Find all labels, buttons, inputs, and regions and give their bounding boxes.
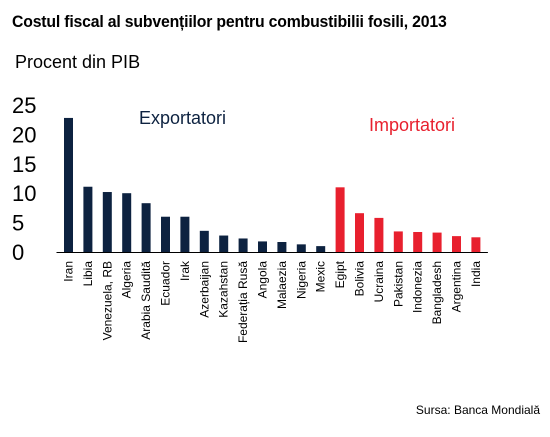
x-tick-label: Mexic xyxy=(314,261,328,292)
bar xyxy=(335,187,345,252)
bar xyxy=(316,246,326,252)
bars xyxy=(64,117,481,252)
x-tick-label: Kazahstan xyxy=(217,261,231,318)
bar xyxy=(141,203,151,252)
source-note: Sursa: Banca Mondială xyxy=(415,403,540,417)
y-tick-label: 5 xyxy=(12,211,24,236)
x-tick-label: Angola xyxy=(256,261,270,299)
x-tick-label: Venezuela, RB xyxy=(100,261,114,340)
x-tick-label: Egipt xyxy=(333,260,347,288)
chart-title: Costul fiscal al subvențiilor pentru com… xyxy=(12,12,447,31)
bar xyxy=(452,236,461,252)
x-tick-label: Malaezia xyxy=(275,261,289,309)
bar xyxy=(180,216,190,252)
x-tick-label: Nigeria xyxy=(294,261,308,299)
y-axis-label: Procent din PIB xyxy=(15,52,141,72)
bar xyxy=(355,213,364,252)
bar xyxy=(393,231,403,252)
x-tick-label: India xyxy=(469,261,483,287)
bar xyxy=(122,193,132,252)
x-tick-label: Federația Rusă xyxy=(236,261,250,343)
x-tick-label: Irak xyxy=(178,260,192,281)
bar xyxy=(374,217,384,252)
x-tick-label: Azerbaijan xyxy=(197,261,211,318)
y-tick-label: 10 xyxy=(12,181,36,206)
y-tick-label: 0 xyxy=(12,240,24,265)
x-tick-label: Pakistan xyxy=(391,261,405,307)
bar xyxy=(277,242,287,252)
x-tick-label: Bangladesh xyxy=(430,261,444,324)
group-label: Exportatori xyxy=(139,108,226,128)
bar xyxy=(64,117,73,252)
x-tick-label: Algeria xyxy=(120,261,134,299)
bar xyxy=(161,216,170,252)
bar xyxy=(238,238,248,252)
x-tick-label: Libia xyxy=(81,261,95,287)
bar xyxy=(296,244,306,252)
y-tick-label: 15 xyxy=(12,152,36,177)
x-axis-labels: Iran Libia Venezuela, RB Algeria Arabia Saud… xyxy=(62,260,483,343)
y-tick-label: 20 xyxy=(12,122,36,147)
x-tick-label: Ucraina xyxy=(372,261,386,303)
group-labels: Exportatori Importatori xyxy=(139,108,455,135)
bar xyxy=(258,241,267,252)
bar xyxy=(102,192,112,252)
bar xyxy=(83,186,93,252)
bar xyxy=(413,232,423,252)
x-tick-label: Argentina xyxy=(450,261,464,313)
y-tick-label: 25 xyxy=(12,93,36,118)
bar xyxy=(432,232,442,252)
x-tick-label: Indonezia xyxy=(411,261,425,313)
y-axis-ticks: 0 5 10 15 20 25 xyxy=(12,93,36,265)
bar xyxy=(219,235,229,252)
x-tick-label: Ecuador xyxy=(159,261,173,306)
bar xyxy=(471,237,481,252)
bar xyxy=(199,230,209,252)
x-tick-label: Bolivia xyxy=(353,261,367,297)
x-tick-label: Arabia Saudită xyxy=(139,261,153,340)
group-label: Importatori xyxy=(369,115,455,135)
x-tick-label: Iran xyxy=(62,261,76,282)
